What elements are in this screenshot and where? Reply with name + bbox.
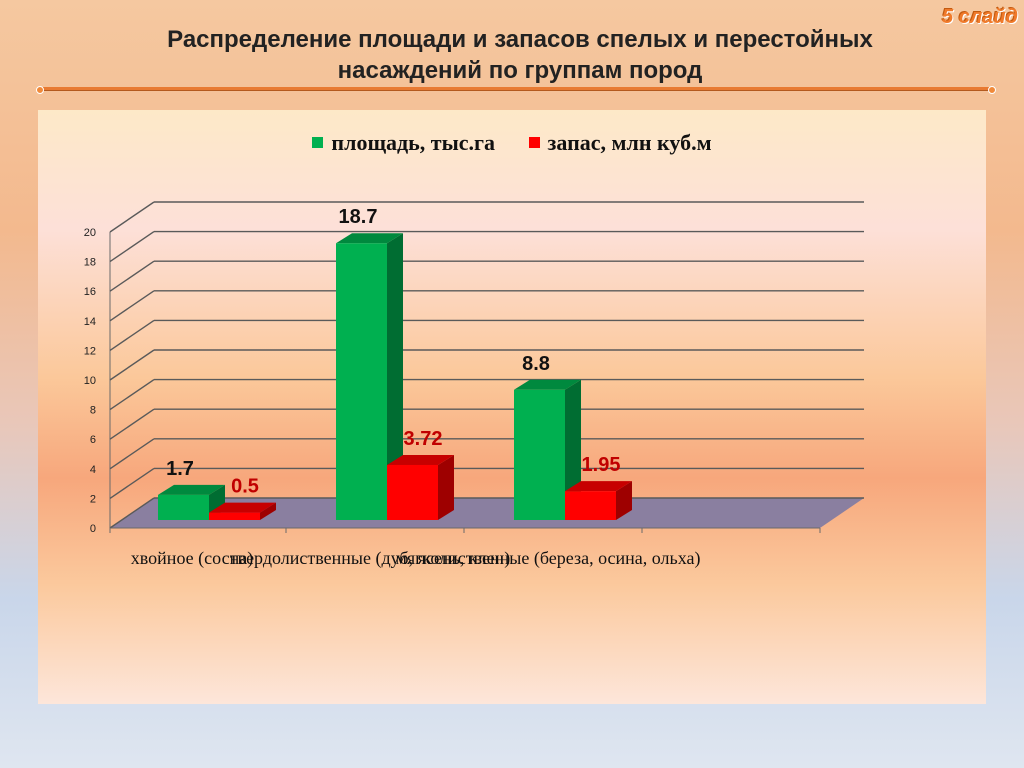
- data-label-0-1: 0.5: [231, 476, 259, 498]
- gridline-side-10: [109, 349, 155, 381]
- bar-side-2-1: [616, 481, 632, 520]
- x-category-label-2: мягколиственные (береза, осина, ольха): [396, 548, 701, 569]
- gridline-side-14: [109, 290, 155, 322]
- y-tick-label-10: 10: [84, 375, 96, 387]
- legend-swatch-stock: [528, 137, 540, 148]
- slide-title: Распределение площади и запасов спелых и…: [120, 24, 920, 86]
- bar-2-1: [565, 491, 616, 520]
- gridline-side-4: [109, 438, 155, 470]
- gridline-side-6: [109, 408, 155, 440]
- y-tick-label-12: 12: [84, 345, 96, 357]
- bar-top-1-0: [336, 233, 403, 244]
- bar-side-1-0: [387, 233, 403, 520]
- data-label-2-1: 1.95: [582, 454, 621, 476]
- bar-top-2-1: [565, 481, 632, 492]
- title-line-2: насаждений по группам пород: [337, 57, 703, 84]
- bar-2-0: [514, 389, 565, 520]
- bar-top-0-1: [209, 502, 276, 513]
- y-tick-label-20: 20: [84, 227, 96, 239]
- bar-top-0-0: [158, 484, 225, 495]
- legend-label-stock: запас, млн куб.м: [547, 129, 712, 155]
- bar-top-2-0: [514, 379, 581, 390]
- y-tick-label-8: 8: [90, 405, 96, 417]
- bar-chart-3d: 0 2 4 6 8 10 12 14 16 18 20 1.7 0.5 18.7 3.72 8.8 1.95 хв…: [84, 201, 864, 569]
- gridline-side-2: [109, 467, 155, 499]
- y-tick-label-18: 18: [84, 257, 96, 269]
- gridline-side-16: [109, 260, 155, 292]
- x-category-label-1: твердолиственные (дуб, ясень, клен): [230, 548, 510, 569]
- chart-floor: [110, 498, 864, 528]
- y-tick-label-14: 14: [84, 316, 96, 328]
- bar-top-1-1: [387, 454, 454, 465]
- y-tick-label-6: 6: [90, 434, 96, 446]
- chart-legend: площадь, тыс.га запас, млн куб.м: [38, 128, 986, 156]
- divider-left-dot: [36, 86, 44, 94]
- title-line-1: Распределение площади и запасов спелых и…: [167, 26, 873, 53]
- bar-side-0-1: [260, 502, 276, 520]
- legend-item-stock: запас, млн куб.м: [528, 129, 712, 156]
- data-label-0-0: 1.7: [166, 458, 194, 480]
- gridline-side-0: [109, 497, 155, 529]
- slide-number-badge: 5 слайд: [942, 6, 1018, 28]
- legend-swatch-area: [312, 137, 324, 148]
- legend-item-area: площадь, тыс.га: [312, 130, 495, 156]
- gridline-side-18: [109, 231, 155, 263]
- gridline-side-8: [109, 379, 155, 411]
- x-category-label-0: хвойное (сосна): [131, 548, 253, 569]
- legend-label-area: площадь, тыс.га: [331, 129, 496, 155]
- bar-side-1-1: [438, 454, 454, 520]
- bar-1-0: [336, 243, 387, 521]
- title-divider: [36, 86, 996, 94]
- chart-panel: площадь, тыс.га запас, млн куб.м 0 2 4 6 8 10…: [38, 110, 986, 704]
- gridline-side-12: [109, 319, 155, 351]
- divider-right-dot: [988, 86, 996, 94]
- bar-0-0: [158, 494, 209, 520]
- y-tick-label-16: 16: [84, 286, 96, 298]
- bar-1-1: [387, 464, 438, 520]
- data-label-1-1: 3.72: [404, 428, 443, 450]
- y-tick-label-2: 2: [90, 493, 96, 505]
- bar-0-1: [209, 512, 260, 520]
- data-label-2-0: 8.8: [522, 353, 550, 375]
- y-tick-label-0: 0: [90, 523, 96, 535]
- gridline-side-20: [109, 201, 155, 233]
- y-tick-label-4: 4: [90, 464, 96, 476]
- data-label-1-0: 18.7: [339, 206, 378, 228]
